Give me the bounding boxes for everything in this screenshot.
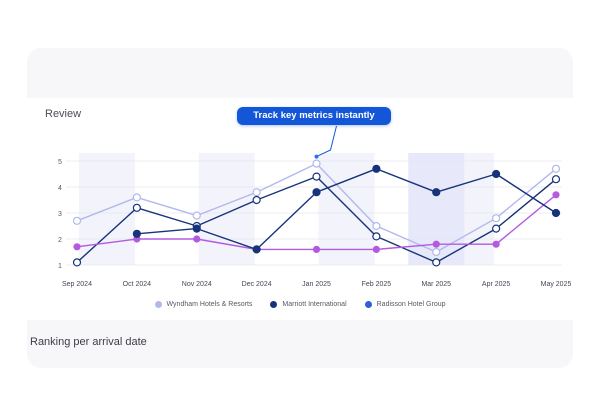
callout-pointer (314, 125, 337, 159)
callout-badge: Track key metrics instantly (237, 107, 391, 125)
data-point-radisson (552, 191, 560, 199)
data-point-wyndham (192, 211, 201, 220)
legend-swatch (364, 300, 372, 308)
data-point-marriott_intl (432, 188, 441, 197)
legend-item: Marriott International (270, 296, 347, 312)
chart-axes: 1 2 3 4 5 Sep 2024 Oct 2024 Nov 2024 Dec 2024 Jan… (58, 159, 571, 288)
data-point-radisson (372, 245, 380, 253)
legend-label: Radisson Hotel Group (376, 300, 446, 308)
legend-swatch (270, 300, 278, 308)
x-tick-label: Oct 2024 (123, 281, 152, 288)
x-tick-label: Jan 2025 (302, 281, 331, 288)
data-point-marriott_intl (252, 245, 261, 254)
x-tick-label: Dec 2024 (242, 281, 272, 288)
data-point-marriott (312, 172, 321, 181)
data-point-wyndham (432, 247, 441, 257)
data-point-marriott (72, 258, 82, 267)
x-tick-label: Apr 2025 (482, 281, 511, 288)
legend-label: Wyndham Hotels & Resorts (166, 300, 253, 308)
y-tick-label: 5 (58, 159, 62, 166)
callout-anchor-dot (314, 154, 319, 159)
data-point-radisson (193, 235, 201, 243)
data-point-marriott (252, 195, 261, 205)
data-point-marriott_intl (492, 169, 501, 179)
callout-leader-line (316, 125, 337, 158)
data-point-radisson (432, 240, 440, 248)
legend-label: Marriott International (282, 300, 347, 308)
legend-swatch (154, 300, 162, 308)
data-point-marriott_intl (132, 229, 141, 238)
data-point-radisson (73, 243, 81, 251)
data-point-marriott (551, 175, 561, 184)
data-point-wyndham (132, 193, 141, 202)
data-point-marriott_intl (312, 188, 321, 197)
data-point-marriott (132, 203, 141, 212)
column-stripe (198, 153, 255, 265)
section-title: Review (45, 108, 82, 120)
data-point-wyndham (372, 221, 381, 231)
data-point-marriott (432, 258, 441, 267)
data-point-marriott_intl (372, 164, 381, 173)
data-point-wyndham (72, 216, 82, 225)
legend-item: Radisson Hotel Group (364, 296, 446, 312)
y-tick-label: 2 (58, 237, 62, 244)
x-tick-label: Mar 2025 (421, 281, 451, 288)
x-tick-label: Sep 2024 (62, 281, 92, 288)
chart-series (72, 159, 561, 267)
series-line-marriott_intl (136, 168, 557, 251)
data-point-wyndham (551, 164, 561, 173)
y-tick-label: 1 (58, 263, 62, 270)
legend-item: Wyndham Hotels & Resorts (154, 296, 253, 312)
data-point-marriott (372, 232, 381, 241)
data-point-radisson (492, 240, 500, 248)
x-tick-label: Feb 2025 (362, 281, 392, 288)
chart-legend: Wyndham Hotels & Resorts Marriott Interna… (0, 296, 600, 312)
x-tick-label: Nov 2024 (182, 281, 212, 288)
data-point-radisson (312, 245, 321, 253)
x-tick-label: May 2025 (541, 281, 572, 288)
data-point-marriott (492, 224, 501, 233)
y-tick-label: 4 (58, 185, 62, 192)
data-point-wyndham (492, 214, 501, 223)
data-point-wyndham (312, 159, 321, 168)
column-stripe (318, 153, 375, 265)
data-point-marriott_intl (192, 224, 201, 233)
ranking-title: Ranking per arrival date (30, 336, 147, 348)
data-point-marriott_intl (551, 208, 561, 218)
y-tick-label: 3 (58, 211, 62, 218)
data-point-wyndham (252, 188, 261, 197)
